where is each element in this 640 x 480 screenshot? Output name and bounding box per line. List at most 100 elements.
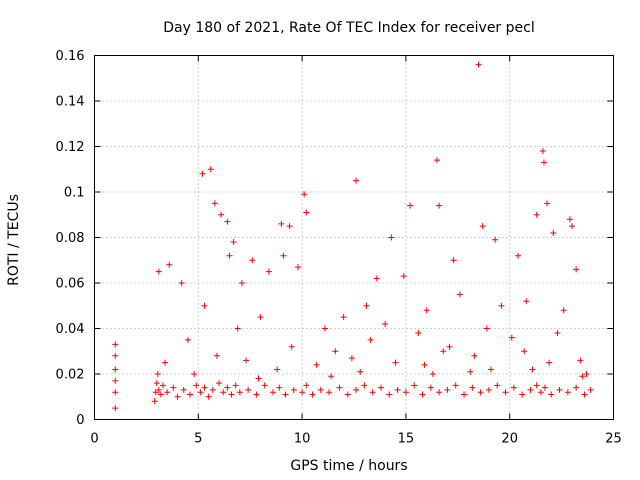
y-tick-label: 0.1 xyxy=(64,186,85,201)
plot-frame xyxy=(94,55,614,420)
data-point xyxy=(174,393,181,400)
data-point xyxy=(450,257,457,264)
data-point xyxy=(411,382,418,389)
data-point xyxy=(377,384,384,391)
data-point xyxy=(294,264,301,271)
x-tick-label: 10 xyxy=(294,432,311,447)
data-point xyxy=(492,236,499,243)
data-point xyxy=(521,348,528,355)
data-point xyxy=(199,170,206,177)
data-point xyxy=(367,336,374,343)
data-point xyxy=(166,261,173,268)
data-point xyxy=(579,373,586,380)
data-point xyxy=(402,389,409,396)
data-point xyxy=(255,375,262,382)
data-point xyxy=(112,389,119,396)
data-point xyxy=(419,391,426,398)
data-point xyxy=(392,359,399,366)
data-point xyxy=(257,314,264,321)
data-point xyxy=(303,382,310,389)
data-point xyxy=(282,391,289,398)
data-point xyxy=(112,341,119,348)
data-point xyxy=(568,223,575,230)
data-point xyxy=(539,148,546,155)
data-point xyxy=(388,234,395,241)
data-point xyxy=(382,320,389,327)
data-point xyxy=(344,391,351,398)
data-point xyxy=(249,257,256,264)
data-point xyxy=(564,389,571,396)
data-point xyxy=(554,330,561,337)
data-point xyxy=(152,389,159,396)
data-point xyxy=(197,389,204,396)
data-point xyxy=(326,389,333,396)
grid-lines xyxy=(94,55,614,420)
data-point xyxy=(274,366,281,373)
data-point xyxy=(427,384,434,391)
data-point xyxy=(436,389,443,396)
x-tick-label: 0 xyxy=(90,432,98,447)
data-point xyxy=(363,302,370,309)
data-point xyxy=(475,61,482,68)
data-points xyxy=(112,61,594,412)
data-point xyxy=(193,382,200,389)
data-point xyxy=(218,211,225,218)
data-point xyxy=(550,229,557,236)
data-point xyxy=(546,359,553,366)
data-point xyxy=(313,361,320,368)
data-point xyxy=(205,393,212,400)
data-point xyxy=(477,389,484,396)
data-point xyxy=(456,291,463,298)
data-point xyxy=(394,386,401,393)
data-point xyxy=(340,314,347,321)
data-point xyxy=(415,330,422,337)
data-point xyxy=(157,391,164,398)
data-point xyxy=(386,391,393,398)
y-tick-label: 0.06 xyxy=(56,277,85,292)
data-point xyxy=(502,389,509,396)
data-point xyxy=(510,384,517,391)
data-point xyxy=(527,386,534,393)
data-point xyxy=(321,325,328,332)
data-point xyxy=(452,382,459,389)
data-point xyxy=(224,384,231,391)
data-point xyxy=(407,202,414,209)
data-point xyxy=(537,389,544,396)
data-point xyxy=(488,366,495,373)
data-point xyxy=(184,336,191,343)
data-point xyxy=(112,377,119,384)
data-point xyxy=(178,280,185,286)
y-tick-label: 0 xyxy=(76,413,84,428)
data-point xyxy=(160,382,167,389)
data-point xyxy=(164,389,171,396)
data-point xyxy=(429,371,436,377)
data-point xyxy=(434,157,441,164)
y-tick-label: 0.08 xyxy=(56,231,85,246)
data-point xyxy=(162,359,169,366)
data-point xyxy=(154,371,161,377)
data-point xyxy=(213,352,220,359)
data-point xyxy=(155,268,162,275)
data-point xyxy=(436,202,443,209)
data-point xyxy=(573,384,580,391)
data-point xyxy=(153,380,160,387)
data-point xyxy=(533,382,540,389)
data-point xyxy=(494,382,501,389)
data-point xyxy=(224,218,231,225)
data-point xyxy=(243,357,250,364)
data-point xyxy=(209,386,216,393)
data-point xyxy=(498,302,505,309)
data-point xyxy=(303,209,310,216)
data-point xyxy=(440,348,447,355)
data-point xyxy=(112,352,119,359)
data-point xyxy=(170,384,177,391)
data-point xyxy=(280,252,287,259)
data-point xyxy=(317,386,324,393)
data-point xyxy=(508,334,515,341)
data-point xyxy=(369,389,376,396)
data-point xyxy=(573,266,580,273)
data-point xyxy=(230,239,237,246)
data-point xyxy=(220,389,227,396)
data-point xyxy=(201,384,208,391)
